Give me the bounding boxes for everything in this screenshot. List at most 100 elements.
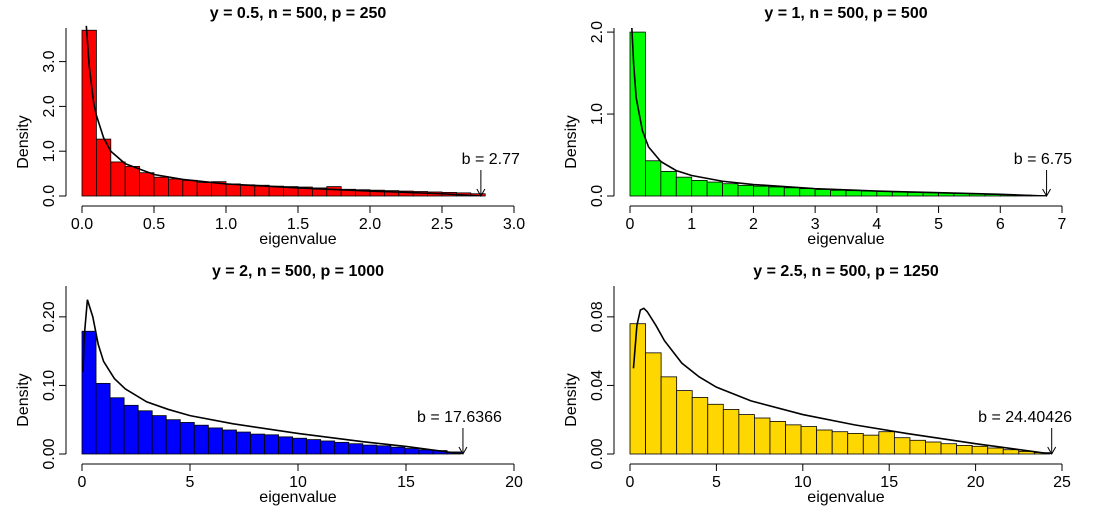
y-tick-label: 0.08 bbox=[589, 301, 606, 332]
bar bbox=[306, 439, 322, 455]
y-tick-label: 2.0 bbox=[41, 95, 58, 117]
bar bbox=[404, 448, 420, 455]
x-tick-label: 10 bbox=[289, 474, 307, 491]
x-tick-label: 0 bbox=[626, 474, 635, 491]
bar bbox=[236, 431, 251, 455]
x-axis-title: eigenvalue bbox=[259, 489, 337, 506]
bar bbox=[845, 190, 862, 197]
bar bbox=[862, 434, 880, 455]
bar bbox=[707, 403, 724, 455]
bar bbox=[239, 184, 256, 197]
panel: y = 1, n = 500, p = 500 0 1 2 3 4 5 6 7 eigenvalu… bbox=[563, 5, 1072, 248]
bar bbox=[109, 397, 125, 455]
x-tick-label: 1.5 bbox=[287, 216, 309, 233]
bar bbox=[987, 447, 1004, 455]
bar bbox=[753, 185, 770, 197]
bar bbox=[390, 446, 406, 455]
x-tick-label: 15 bbox=[880, 474, 898, 491]
y-axis-title: Density bbox=[15, 373, 32, 426]
bar bbox=[722, 409, 740, 455]
bar bbox=[153, 176, 169, 197]
bar bbox=[167, 178, 184, 197]
density-curve bbox=[631, 27, 1047, 196]
x-tick-label: 5 bbox=[934, 216, 943, 233]
bar bbox=[925, 441, 942, 455]
x-tick-label: 6 bbox=[996, 216, 1005, 233]
bar bbox=[334, 441, 350, 455]
density-curve bbox=[82, 299, 464, 454]
x-tick-label: 0.0 bbox=[71, 216, 93, 233]
x-tick-label: 10 bbox=[794, 474, 812, 491]
bar bbox=[830, 189, 847, 197]
bar bbox=[123, 404, 139, 455]
x-tick-label: 3 bbox=[811, 216, 820, 233]
bar bbox=[909, 439, 926, 455]
x-tick-label: 0 bbox=[626, 216, 635, 233]
bar bbox=[95, 382, 111, 455]
bar bbox=[629, 323, 646, 455]
bar bbox=[675, 176, 693, 197]
bar bbox=[660, 376, 678, 455]
x-tick-label: 2 bbox=[749, 216, 758, 233]
bar bbox=[956, 445, 973, 455]
bar bbox=[250, 433, 265, 455]
y-tick-label: 0.20 bbox=[41, 301, 58, 332]
bar bbox=[691, 180, 708, 197]
bar bbox=[769, 421, 786, 455]
x-tick-label: 0 bbox=[78, 474, 87, 491]
bar bbox=[737, 184, 754, 197]
arrow-head bbox=[476, 188, 486, 198]
x-tick-label: 7 bbox=[1058, 216, 1067, 233]
bar bbox=[207, 427, 223, 455]
bar bbox=[768, 186, 785, 197]
bar bbox=[196, 182, 212, 197]
bar bbox=[676, 390, 693, 455]
chart-title: y = 2, n = 500, p = 1000 bbox=[212, 263, 384, 280]
bar bbox=[893, 437, 911, 455]
chart-title: y = 1, n = 500, p = 500 bbox=[764, 5, 927, 22]
y-tick-label: 2.0 bbox=[589, 21, 606, 43]
bar bbox=[660, 171, 677, 197]
bar bbox=[193, 424, 209, 455]
arrow-head bbox=[1042, 188, 1052, 198]
bar bbox=[799, 188, 816, 197]
bar bbox=[878, 431, 895, 455]
panel: y = 0.5, n = 500, p = 250 0.0 0.5 1.0 1.5 2.0… bbox=[15, 5, 525, 248]
y-tick-label: 0.0 bbox=[589, 185, 606, 207]
panel: y = 2, n = 500, p = 1000 0 5 10 15 20 eigenval… bbox=[15, 263, 523, 506]
bar bbox=[738, 414, 755, 455]
bar bbox=[264, 434, 279, 455]
y-tick-label: 1.0 bbox=[41, 140, 58, 162]
x-axis-title: eigenvalue bbox=[807, 489, 885, 506]
bar bbox=[783, 187, 801, 197]
y-tick-label: 0.10 bbox=[41, 370, 58, 401]
y-tick-label: 1.0 bbox=[589, 103, 606, 125]
y-tick-label: 3.0 bbox=[41, 50, 58, 72]
x-tick-label: 2.0 bbox=[359, 216, 381, 233]
bar bbox=[971, 445, 989, 455]
bar bbox=[348, 443, 364, 455]
bar bbox=[629, 31, 646, 197]
y-tick-label: 0.0 bbox=[41, 185, 58, 207]
bar bbox=[137, 410, 153, 455]
x-tick-label: 0.5 bbox=[143, 216, 165, 233]
bar bbox=[940, 443, 957, 455]
x-axis-title: eigenvalue bbox=[807, 231, 885, 248]
arrow-head bbox=[1047, 446, 1057, 456]
bar bbox=[326, 186, 342, 197]
bar bbox=[816, 429, 833, 455]
bar bbox=[320, 440, 336, 455]
density-curve bbox=[632, 307, 1052, 454]
bar bbox=[861, 190, 878, 197]
y-axis-title: Density bbox=[563, 115, 580, 168]
bar bbox=[362, 444, 378, 455]
x-tick-label: 20 bbox=[967, 474, 985, 491]
bar bbox=[814, 189, 831, 197]
x-tick-label: 2.5 bbox=[431, 216, 453, 233]
bar bbox=[182, 179, 198, 197]
bar bbox=[847, 433, 864, 455]
y-axis-title: Density bbox=[15, 115, 32, 168]
x-tick-label: 1 bbox=[687, 216, 696, 233]
bar bbox=[785, 424, 802, 455]
arrow-head bbox=[458, 446, 468, 456]
